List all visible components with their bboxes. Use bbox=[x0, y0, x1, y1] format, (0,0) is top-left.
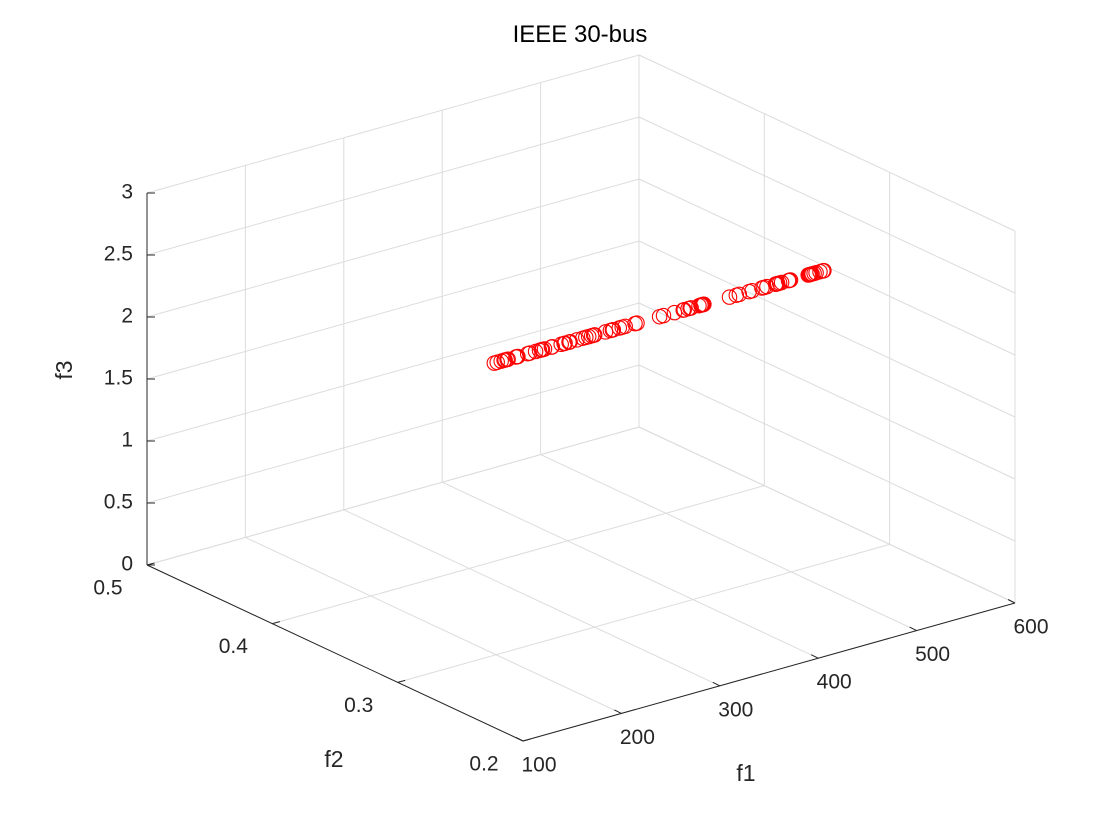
chart-title: IEEE 30-bus bbox=[513, 21, 648, 48]
gridline-side-z bbox=[638, 54, 1016, 232]
gridline-back-z bbox=[146, 240, 640, 380]
data-points bbox=[486, 262, 832, 371]
data-point bbox=[696, 296, 712, 313]
gridline-floor-x bbox=[245, 536, 622, 714]
data-point bbox=[562, 334, 578, 350]
axis-ticks: 1002003004005006000.20.30.40.500.511.522… bbox=[93, 181, 1048, 777]
gridline-floor-x bbox=[540, 454, 917, 632]
gridline-back-z bbox=[146, 178, 640, 318]
axes-box bbox=[146, 193, 1016, 742]
gridline-back-z bbox=[146, 116, 640, 256]
gridline-side-z bbox=[638, 116, 1016, 294]
x-tick bbox=[712, 681, 721, 687]
gridline-side-z bbox=[638, 426, 1016, 604]
y-tick-label: 0.5 bbox=[93, 577, 122, 600]
gridline-back-z bbox=[146, 54, 640, 194]
gridline-side-z bbox=[638, 178, 1016, 356]
z-tick-label: 1.5 bbox=[104, 367, 133, 390]
data-point bbox=[782, 272, 799, 288]
data-point bbox=[683, 300, 699, 316]
data-point bbox=[500, 351, 516, 367]
z-tick-label: 2 bbox=[121, 305, 133, 328]
x-tick-label: 600 bbox=[1013, 616, 1048, 639]
x-axis-label: f1 bbox=[736, 760, 755, 786]
grid-lines bbox=[146, 54, 1016, 742]
data-point bbox=[741, 283, 757, 300]
data-point bbox=[521, 345, 538, 361]
x-tick bbox=[515, 737, 524, 742]
gridline-floor-y bbox=[397, 543, 890, 683]
x-tick-label: 100 bbox=[521, 754, 556, 777]
data-point bbox=[605, 321, 622, 338]
z-tick-label: 0 bbox=[121, 553, 133, 576]
data-point bbox=[544, 339, 561, 355]
data-point bbox=[816, 262, 832, 279]
z-tick-label: 0.5 bbox=[104, 491, 133, 514]
x-tick bbox=[909, 626, 917, 632]
data-point bbox=[731, 286, 748, 303]
gridline-back-z bbox=[146, 426, 640, 566]
x-tick-label: 500 bbox=[915, 643, 950, 666]
data-point bbox=[655, 307, 672, 324]
z-tick-label: 2.5 bbox=[104, 243, 133, 266]
data-point bbox=[510, 348, 526, 365]
data-point bbox=[773, 274, 790, 291]
data-point bbox=[536, 341, 553, 357]
y-tick bbox=[522, 738, 531, 742]
z-tick-label: 1 bbox=[121, 429, 133, 452]
z-tick-label: 3 bbox=[121, 181, 133, 204]
data-point bbox=[744, 283, 760, 299]
data-point bbox=[666, 304, 683, 321]
x-tick-label: 200 bbox=[620, 726, 655, 749]
data-point bbox=[586, 327, 603, 343]
gridline-side-z bbox=[638, 302, 1016, 480]
z-axis-label: f3 bbox=[51, 360, 77, 379]
gridline-side-z bbox=[638, 364, 1016, 542]
data-point bbox=[629, 315, 645, 331]
gridline-floor-y bbox=[272, 485, 765, 625]
y-axis-line bbox=[146, 564, 524, 742]
y-tick-label: 0.4 bbox=[219, 635, 249, 658]
x-tick bbox=[1007, 599, 1016, 604]
x-tick-label: 400 bbox=[817, 671, 852, 694]
y-tick bbox=[272, 621, 280, 625]
gridline-floor-x bbox=[441, 481, 819, 659]
data-point bbox=[617, 318, 633, 335]
y-axis-label: f2 bbox=[324, 746, 343, 772]
x-axis-line bbox=[522, 602, 1016, 742]
data-point bbox=[721, 289, 738, 305]
x-tick bbox=[614, 709, 622, 714]
gridline-back-z bbox=[146, 364, 640, 504]
data-point bbox=[759, 278, 775, 295]
y-tick-label: 0.2 bbox=[469, 753, 498, 776]
gridline-side-z bbox=[638, 240, 1016, 418]
gridline-floor-x bbox=[343, 509, 721, 687]
x-tick bbox=[810, 654, 819, 659]
x-tick-label: 300 bbox=[718, 698, 753, 721]
y-tick-label: 0.3 bbox=[344, 694, 373, 717]
gridline-back-z bbox=[146, 302, 640, 442]
data-point bbox=[569, 332, 585, 348]
y-tick bbox=[397, 679, 406, 683]
